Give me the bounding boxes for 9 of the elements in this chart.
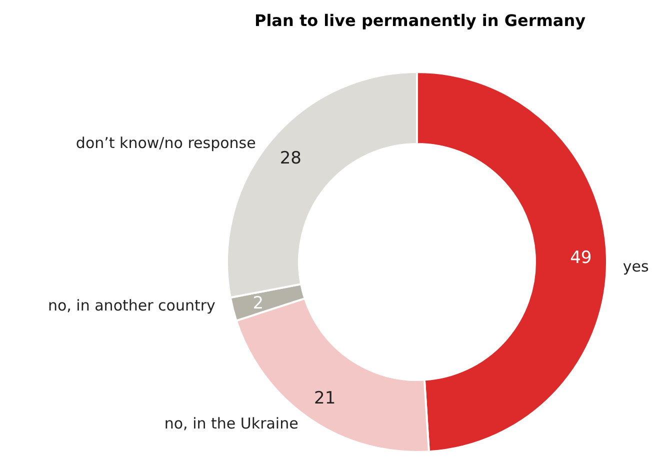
data-label: 2 bbox=[252, 294, 264, 314]
slice-label: no, in the Ukraine bbox=[164, 414, 298, 433]
data-label: 49 bbox=[570, 248, 592, 268]
slice-label: yes bbox=[622, 258, 650, 276]
slice-label: don’t know/no response bbox=[76, 134, 256, 152]
chart-title: Plan to live permanently in Germany bbox=[254, 11, 586, 30]
data-label: 28 bbox=[280, 148, 302, 168]
slice-label: no, in another country bbox=[48, 296, 216, 315]
data-label: 21 bbox=[314, 388, 336, 409]
